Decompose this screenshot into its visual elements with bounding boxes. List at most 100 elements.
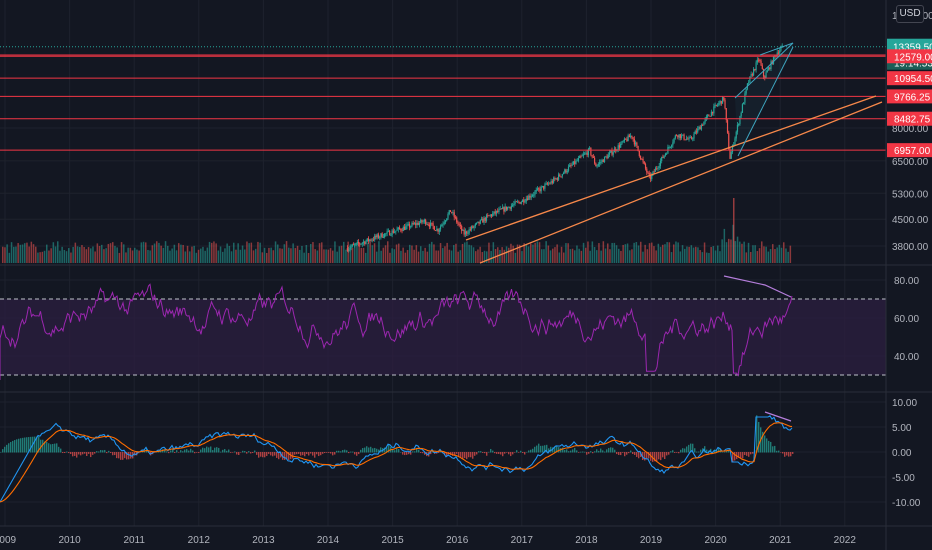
candle-body	[755, 62, 757, 70]
macd-histogram-bar	[424, 452, 426, 455]
macd-histogram-bar	[160, 450, 162, 453]
candle-body	[576, 160, 578, 162]
volume-bar	[217, 250, 220, 263]
macd-histogram-bar	[488, 451, 490, 453]
candle-body	[352, 244, 355, 246]
candle-body	[562, 172, 565, 175]
macd-histogram-bar	[24, 437, 26, 453]
macd-histogram-bar	[674, 452, 676, 453]
volume-bar	[681, 245, 684, 263]
volume-bar	[255, 248, 257, 263]
candle-body	[750, 74, 752, 77]
volume-bar	[171, 248, 173, 263]
time-axis[interactable]: 2009 2010 2011 2012 2013 2014 2015 2016 2017 2018…	[0, 535, 856, 546]
macd-histogram-bar	[690, 443, 692, 453]
rsi-pane[interactable]	[0, 275, 886, 380]
volume-bar	[270, 247, 272, 263]
macd-histogram-bar	[778, 450, 780, 453]
channel-fill	[735, 43, 793, 156]
macd-histogram-bar	[250, 452, 252, 454]
macd-histogram-bar	[306, 452, 308, 455]
macd-histogram-bar	[554, 446, 556, 453]
macd-histogram-bar	[700, 449, 702, 453]
macd-histogram-bar	[234, 451, 236, 453]
macd-histogram-bar	[742, 452, 744, 459]
candle-body	[523, 199, 525, 203]
candle-body	[741, 104, 744, 113]
macd-histogram-bar	[480, 451, 482, 453]
volume-bar	[252, 250, 255, 263]
macd-histogram-bar	[644, 452, 646, 461]
macd-histogram-bar	[70, 452, 72, 455]
candle-body	[391, 230, 393, 235]
volume-bar	[501, 247, 503, 263]
volume-bar	[741, 243, 743, 263]
price-scale[interactable]: 10000.003800.004500.005300.006500.008000…	[887, 11, 932, 509]
macd-histogram-bar	[64, 452, 66, 453]
volume-bar	[439, 243, 442, 263]
candle-body	[520, 201, 522, 204]
candle-body	[508, 206, 510, 208]
candle-body	[713, 106, 715, 114]
macd-histogram-bar	[14, 440, 16, 453]
volume-bar	[169, 250, 171, 263]
macd-histogram-bar	[214, 447, 216, 453]
candle-body	[433, 226, 435, 231]
macd-histogram-bar	[402, 452, 404, 455]
candle-body	[505, 206, 507, 210]
macd-histogram-bar	[436, 452, 438, 454]
candle-body	[607, 154, 609, 159]
macd-histogram-bar	[310, 452, 312, 454]
volume-bar	[393, 249, 396, 263]
volume-bar	[387, 241, 389, 263]
macd-histogram-bar	[792, 452, 794, 454]
candle-body	[677, 135, 679, 138]
volume-bar	[336, 251, 338, 263]
volume-bar	[129, 247, 132, 263]
candle-body	[693, 134, 695, 139]
volume-bar	[235, 249, 237, 263]
volume-bar	[530, 243, 532, 263]
candle-body	[683, 134, 685, 140]
volume-bar	[534, 242, 536, 263]
volume-bar	[153, 243, 156, 263]
candle-body	[776, 52, 778, 57]
candle-body	[422, 221, 424, 223]
macd-histogram-bar	[104, 449, 106, 453]
candle-body	[597, 163, 599, 166]
macd-histogram-bar	[432, 450, 434, 453]
candle-body	[589, 147, 591, 149]
macd-histogram-bar	[298, 452, 300, 454]
macd-histogram-bar	[16, 439, 18, 453]
macd-histogram-bar	[106, 452, 108, 454]
candle-body	[637, 145, 639, 151]
currency-badge[interactable]: USD	[896, 5, 924, 23]
candle-body	[710, 111, 712, 117]
volume-bar	[574, 250, 576, 263]
candle-body	[382, 237, 385, 238]
volume-bar	[516, 244, 519, 263]
candle-body	[593, 157, 596, 164]
volume-bar	[237, 243, 239, 263]
candle-body	[611, 150, 613, 155]
candle-body	[690, 137, 693, 139]
price-pane[interactable]	[0, 42, 886, 264]
volume-bar	[96, 243, 99, 263]
volume-bar	[46, 244, 48, 263]
candle-body	[553, 178, 555, 183]
candle-body	[494, 211, 496, 214]
macd-histogram-bar	[206, 446, 208, 453]
candle-body	[463, 229, 465, 235]
candle-body	[396, 229, 398, 231]
volume-bar	[292, 243, 294, 263]
volume-bar	[54, 246, 57, 263]
macd-histogram-bar	[604, 451, 606, 453]
volume-bar	[633, 242, 635, 263]
volume-bar	[43, 250, 46, 263]
candle-body	[375, 235, 377, 238]
macd-histogram-bar	[462, 452, 464, 459]
macd-histogram-bar	[72, 452, 74, 457]
macd-pane[interactable]	[0, 411, 794, 503]
volume-bar	[525, 244, 528, 263]
candle-body	[560, 176, 562, 178]
